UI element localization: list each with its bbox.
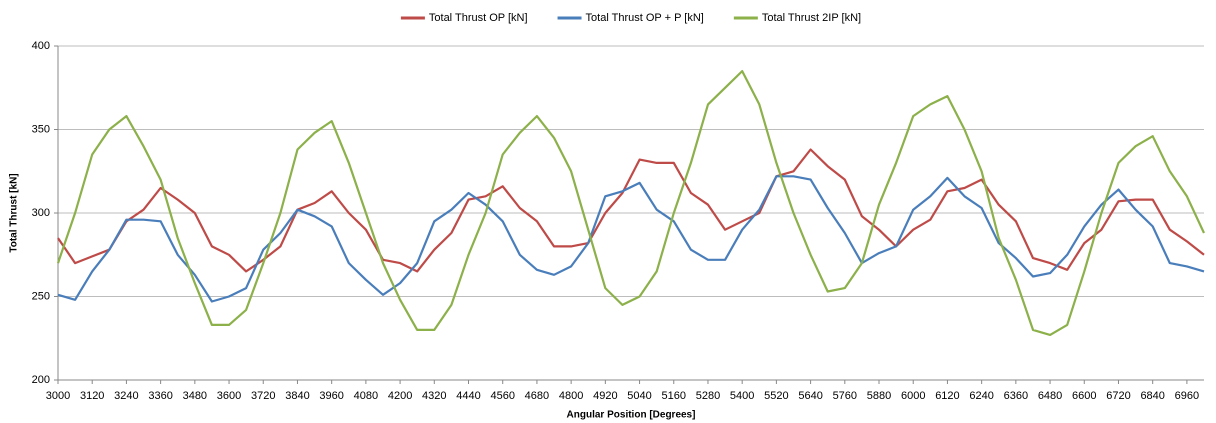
x-tick-label: 3840: [285, 390, 309, 402]
x-tick-label: 6360: [1004, 390, 1028, 402]
y-tick-label: 250: [32, 290, 50, 302]
x-tick-label: 5160: [662, 390, 686, 402]
x-tick-label: 3480: [183, 390, 207, 402]
x-tick-label: 3240: [114, 390, 138, 402]
legend-label: Total Thrust OP + P [kN]: [586, 12, 704, 24]
x-tick-label: 6840: [1140, 390, 1164, 402]
x-tick-label: 4440: [456, 390, 480, 402]
legend-label: Total Thrust OP [kN]: [429, 12, 528, 24]
x-tick-label: 4560: [490, 390, 514, 402]
x-tick-label: 3120: [80, 390, 104, 402]
series-line: [57, 148, 1205, 273]
x-tick-label: 5640: [798, 390, 822, 402]
x-tick-label: 6720: [1106, 390, 1130, 402]
y-tick-label: 350: [32, 123, 50, 135]
legend-label: Total Thrust 2IP [kN]: [762, 12, 861, 24]
x-tick-label: 3360: [148, 390, 172, 402]
x-tick-label: 5400: [730, 390, 754, 402]
x-tick-label: 5520: [764, 390, 788, 402]
series-line: [57, 175, 1205, 303]
x-tick-label: 4320: [422, 390, 446, 402]
y-tick-label: 300: [32, 207, 50, 219]
x-tick-label: 4680: [525, 390, 549, 402]
y-axis-title: Total Thrust [kN]: [9, 173, 20, 252]
x-axis-title: Angular Position [Degrees]: [567, 410, 696, 421]
y-tick-label: 400: [32, 40, 50, 52]
x-tick-label: 3720: [251, 390, 275, 402]
x-tick-label: 6960: [1175, 390, 1199, 402]
x-tick-label: 3000: [46, 390, 70, 402]
x-tick-label: 6120: [935, 390, 959, 402]
x-tick-label: 5280: [696, 390, 720, 402]
x-tick-label: 6000: [901, 390, 925, 402]
x-tick-label: 6600: [1072, 390, 1096, 402]
x-tick-label: 5880: [867, 390, 891, 402]
x-tick-label: 3960: [319, 390, 343, 402]
x-tick-label: 4920: [593, 390, 617, 402]
x-tick-label: 4080: [354, 390, 378, 402]
x-tick-label: 6480: [1038, 390, 1062, 402]
x-tick-label: 3600: [217, 390, 241, 402]
x-tick-label: 4800: [559, 390, 583, 402]
x-tick-label: 4200: [388, 390, 412, 402]
x-tick-label: 5040: [627, 390, 651, 402]
x-tick-label: 6240: [969, 390, 993, 402]
series-line: [56, 70, 1205, 336]
x-tick-label: 5760: [833, 390, 857, 402]
y-tick-label: 200: [32, 374, 50, 386]
